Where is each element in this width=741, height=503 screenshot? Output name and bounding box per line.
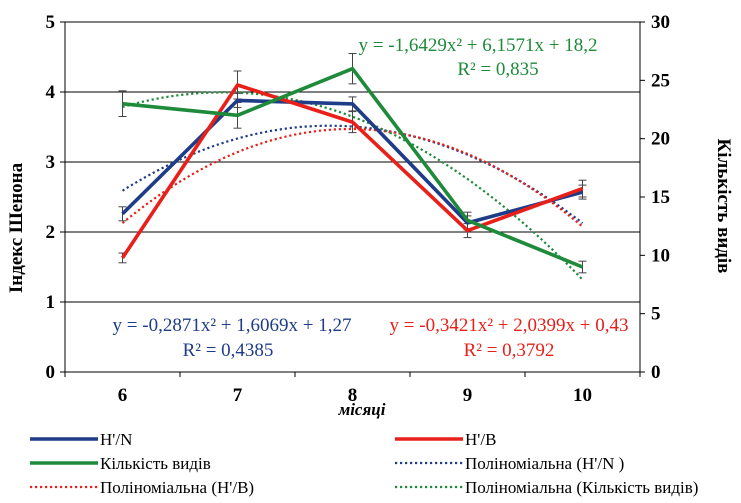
trend-equation-species: y = -1,6429x² + 6,1571x + 18,2 xyxy=(359,35,598,56)
trend-r2-hn: R² = 0,4385 xyxy=(183,340,274,361)
y2-tick-label: 20 xyxy=(651,129,670,150)
y2-tick-label: 10 xyxy=(651,245,670,266)
legend-label: Поліноміальна (H'/B) xyxy=(100,478,254,497)
trendline xyxy=(121,124,584,224)
x-tick-label: 6 xyxy=(118,385,128,406)
legend: H'/N H'/B Кількість видів Поліноміальна (H'… xyxy=(30,430,698,497)
y-tick-label: 2 xyxy=(46,222,56,243)
y2-tick-label: 15 xyxy=(651,187,670,208)
y-tick-label: 1 xyxy=(46,292,56,313)
trend-equation-hb: y = -0,3421x² + 2,0399x + 0,43 xyxy=(390,315,629,336)
y-tick-label: 5 xyxy=(46,12,56,33)
legend-label: H'/B xyxy=(465,430,496,449)
grid-lines xyxy=(65,91,640,303)
y2-tick-label: 0 xyxy=(651,362,661,383)
y-tick-label: 3 xyxy=(46,152,56,173)
x-tick-label: 10 xyxy=(573,385,592,406)
series-line xyxy=(121,98,583,225)
series-line xyxy=(121,83,584,259)
series-line xyxy=(122,66,584,269)
y-tick-label: 4 xyxy=(46,82,56,103)
y2-tick-label: 5 xyxy=(651,304,661,325)
y-axis-title: Індекс Шенона xyxy=(6,162,27,293)
legend-label: H'/N xyxy=(100,430,132,449)
data-series xyxy=(121,66,584,269)
x-tick-label: 9 xyxy=(463,385,473,406)
trendlines xyxy=(121,91,584,281)
trend-r2-species: R² = 0,835 xyxy=(457,59,538,80)
x-tick-label: 8 xyxy=(348,385,358,406)
y2-tick-label: 25 xyxy=(651,70,670,91)
legend-label: Поліноміальна (Кількість видів) xyxy=(465,478,698,497)
legend-label: Поліноміальна (H'/N ) xyxy=(465,454,624,473)
y2-axis-title: Кількість видів xyxy=(713,139,734,274)
y2-tick-label: 30 xyxy=(651,12,670,33)
x-axis-title: місяці xyxy=(338,400,386,419)
trend-equation-hn: y = -0,2871x² + 1,6069x + 1,27 xyxy=(113,315,352,336)
axes: 0 1 2 3 4 5 0 5 10 15 20 25 30 6 7 8 9 10 xyxy=(46,12,671,406)
y-tick-label: 0 xyxy=(46,362,56,383)
legend-label: Кількість видів xyxy=(100,454,211,473)
x-tick-label: 7 xyxy=(233,385,243,406)
trend-r2-hb: R² = 0,3792 xyxy=(464,340,555,361)
